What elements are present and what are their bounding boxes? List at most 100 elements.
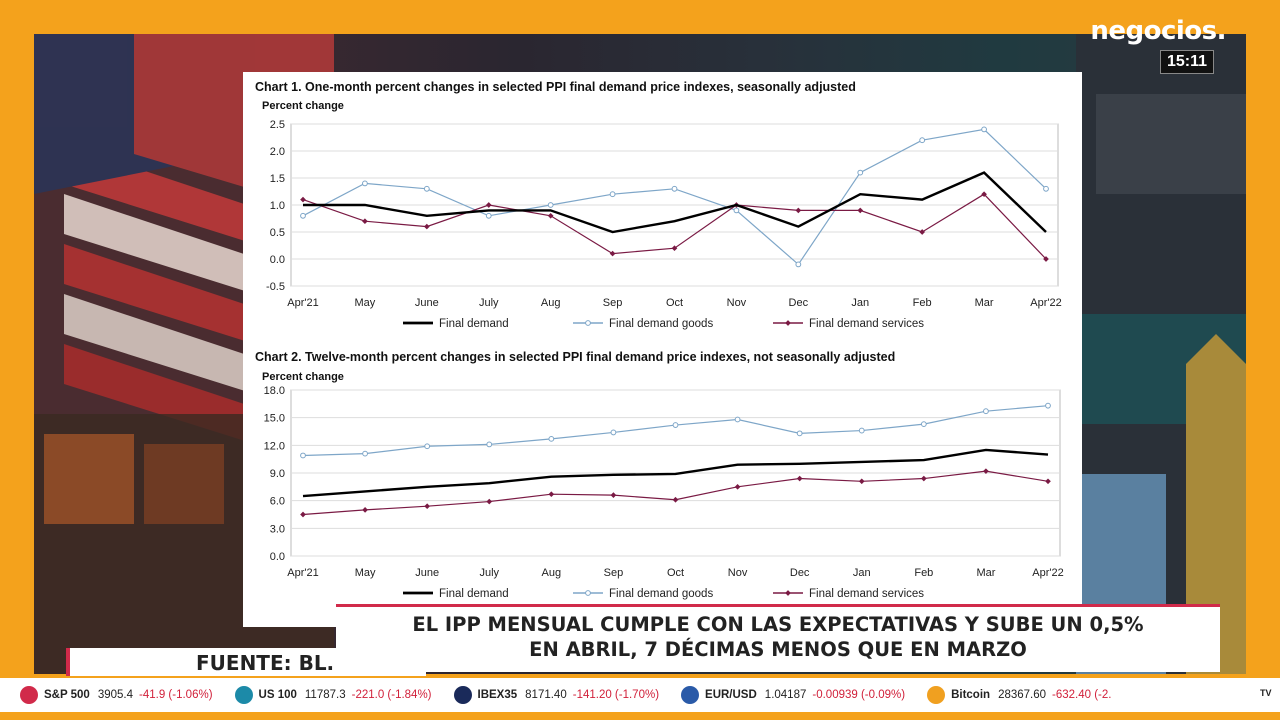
ticker-item: S&P 500 3905.4 -41.9 (-1.06%)	[20, 686, 213, 704]
ppi-report-document: Chart 1. One-month percent changes in se…	[243, 72, 1082, 627]
ticker-value: 1.04187	[764, 689, 807, 701]
y-tick-label: 0.0	[270, 254, 285, 266]
chart2-ylabel: Percent change	[262, 371, 344, 383]
x-tick-label: Jan	[853, 567, 871, 579]
ticker-change: -141.20 (-1.70%)	[572, 689, 660, 701]
series-line	[303, 171, 1047, 234]
chart2-title: Chart 2. Twelve-month percent changes in…	[255, 350, 896, 364]
x-tick-label: Sep	[604, 567, 624, 579]
x-tick-label: Mar	[975, 297, 994, 309]
market-icon	[453, 686, 472, 704]
x-tick-label: July	[479, 567, 499, 579]
x-tick-label: Oct	[667, 567, 684, 579]
data-point	[1043, 185, 1049, 192]
data-point	[857, 169, 864, 176]
x-tick-label: Apr'22	[1030, 297, 1061, 309]
ticker-name: US 100	[258, 689, 297, 701]
data-point	[981, 191, 987, 198]
ticker-value: 11787.3	[304, 689, 346, 701]
ticker-item: IBEX35 8171.40 -141.20 (-1.70%)	[453, 686, 660, 704]
data-point	[485, 202, 492, 208]
y-tick-label: 2.0	[270, 146, 285, 158]
clock: 15:11	[1159, 50, 1214, 74]
x-tick-label: Mar	[976, 567, 995, 579]
market-icon	[927, 686, 946, 704]
data-point	[672, 422, 679, 428]
data-point	[921, 475, 927, 482]
data-point	[486, 441, 493, 448]
data-point	[858, 478, 865, 485]
x-tick-label: Aug	[541, 297, 561, 309]
legend-label: Final demand	[439, 588, 509, 600]
data-point	[423, 185, 430, 192]
legend-marker	[585, 320, 591, 326]
data-point	[920, 421, 927, 428]
y-tick-label: 9.0	[270, 468, 285, 480]
y-tick-label: 12.0	[264, 440, 285, 452]
data-point	[858, 427, 865, 434]
data-point	[983, 408, 989, 415]
x-tick-label: Feb	[913, 297, 932, 309]
data-point	[733, 207, 740, 214]
ticker-change: -632.40 (-2.	[1052, 689, 1112, 701]
legend-label: Final demand services	[809, 588, 924, 600]
legend-label: Final demand services	[809, 318, 924, 330]
data-point	[300, 212, 306, 219]
x-tick-label: Feb	[914, 567, 933, 579]
x-tick-label: June	[415, 567, 439, 579]
ticker-item: US 100 11787.3 -221.0 (-1.84%)	[234, 686, 432, 704]
x-tick-label: Apr'21	[287, 297, 318, 309]
y-tick-label: 3.0	[270, 523, 285, 535]
data-point	[300, 196, 306, 203]
ticker-change: -221.0 (-1.84%)	[351, 689, 432, 701]
data-point	[1045, 478, 1051, 485]
market-icon	[681, 686, 700, 704]
ticker-name: Bitcoin	[951, 689, 991, 701]
chart1-ylabel: Percent change	[262, 100, 344, 112]
data-point	[300, 511, 306, 518]
ticker-name: EUR/USD	[705, 689, 757, 701]
x-tick-label: Oct	[666, 297, 683, 309]
y-tick-label: 1.0	[270, 200, 285, 212]
ticker-name: IBEX35	[477, 689, 518, 701]
legend-label: Final demand	[439, 318, 509, 330]
x-tick-label: July	[479, 297, 499, 309]
data-point	[485, 212, 492, 219]
data-point	[610, 429, 617, 436]
legend-label: Final demand goods	[609, 588, 713, 600]
ticker-item: Bitcoin 28367.60 -632.40 (-2.	[927, 686, 1111, 704]
ticker-change: -41.9 (-1.06%)	[139, 689, 213, 701]
x-tick-label: Nov	[727, 297, 747, 309]
headline-line-2: EN ABRIL, 7 DÉCIMAS MENOS QUE EN MARZO	[529, 638, 1027, 661]
x-tick-label: Sep	[603, 297, 623, 309]
legend-label: Final demand goods	[609, 318, 713, 330]
data-point	[1043, 256, 1049, 262]
series-line	[302, 448, 1049, 498]
data-point	[424, 503, 430, 510]
tv-icon: TV	[1260, 688, 1272, 698]
x-tick-label: Apr'21	[287, 567, 318, 579]
data-point	[672, 496, 679, 503]
data-point	[548, 491, 555, 498]
data-point	[486, 498, 493, 505]
data-point	[671, 185, 678, 192]
data-point	[300, 452, 306, 459]
legend-marker	[585, 590, 591, 596]
x-tick-label: Aug	[542, 567, 562, 579]
x-tick-label: Dec	[789, 297, 809, 309]
data-point	[857, 207, 864, 214]
legend-marker	[785, 590, 791, 596]
x-tick-label: Apr'22	[1032, 567, 1063, 579]
ticker-change: -0.00939 (-0.09%)	[812, 689, 906, 701]
data-point	[734, 416, 741, 423]
y-tick-label: 15.0	[264, 413, 285, 425]
data-point	[983, 468, 989, 474]
x-tick-label: Dec	[790, 567, 810, 579]
data-point	[547, 212, 554, 219]
data-point	[609, 191, 616, 198]
data-point	[981, 126, 987, 133]
data-point	[424, 223, 430, 230]
legend-marker	[785, 320, 791, 326]
